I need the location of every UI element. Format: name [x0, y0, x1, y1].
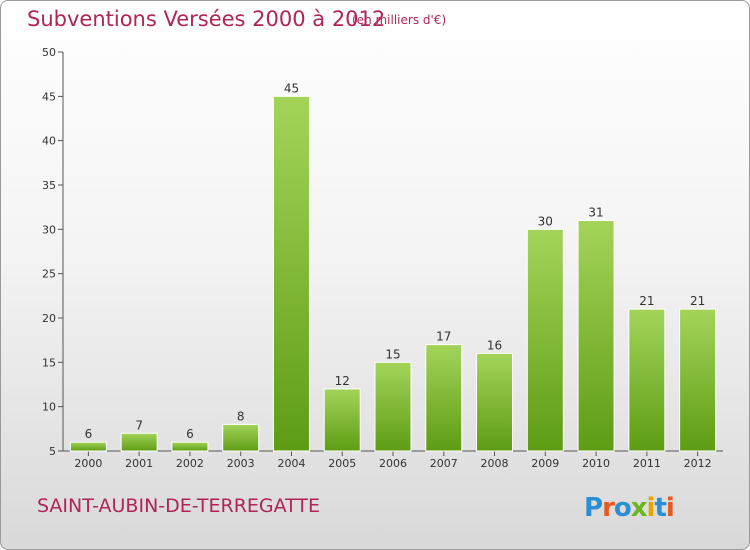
x-tick-label: 2004	[277, 457, 305, 470]
bar-value-label: 12	[335, 374, 350, 388]
bar-value-label: 16	[487, 338, 502, 352]
bar-2010	[577, 219, 615, 452]
x-tick-label: 2003	[227, 457, 255, 470]
x-tick-label: 2008	[481, 457, 509, 470]
x-tick-label: 2012	[684, 457, 712, 470]
y-tick-label: 5	[49, 445, 56, 458]
bar-2006	[374, 361, 412, 452]
y-tick-label: 10	[42, 401, 56, 414]
x-tick-label: 2000	[74, 457, 102, 470]
x-tick-label: 2010	[582, 457, 610, 470]
x-axis: 2000 2001 2002 2003 2004 2005 2006 2007 2008 2009…	[63, 450, 723, 470]
bar-2001	[120, 432, 158, 452]
y-tick-label: 15	[42, 356, 56, 369]
bar-value-label: 21	[639, 294, 654, 308]
bar-2009	[526, 228, 564, 452]
svg-text:Proxiti: Proxiti	[584, 493, 674, 523]
bar-value-label: 30	[538, 214, 553, 228]
bar-value-label: 21	[690, 294, 705, 308]
bar-value-label: 6	[85, 427, 93, 441]
x-tick-label: 2006	[379, 457, 407, 470]
y-tick-label: 25	[42, 268, 56, 281]
bar-2012	[679, 308, 717, 452]
y-tick-label: 20	[42, 312, 56, 325]
bar-2003	[222, 423, 260, 452]
bar-value-label: 15	[385, 347, 400, 361]
chart-title: Subventions Versées 2000 à 2012	[27, 7, 386, 31]
proxiti-logo: Proxiti	[584, 493, 675, 523]
x-tick-label: 2007	[430, 457, 458, 470]
unit-note: (en milliers d'€)	[352, 13, 447, 27]
x-tick-label: 2009	[531, 457, 559, 470]
bar-value-label: 6	[186, 427, 194, 441]
x-tick-label: 2011	[633, 457, 661, 470]
place-name: SAINT-AUBIN-DE-TERREGATTE	[37, 495, 321, 517]
bar-2004	[272, 95, 310, 452]
y-axis: 5 10 15 20 25 30 35 40 45 50	[42, 46, 64, 458]
bar-value-label: 7	[135, 418, 143, 432]
bar-2011	[628, 308, 666, 452]
bar-2000	[69, 441, 107, 452]
y-tick-label: 50	[42, 46, 56, 59]
bar-2008	[476, 352, 514, 452]
x-tick-label: 2002	[176, 457, 204, 470]
bar-2007	[425, 344, 463, 452]
x-tick-label: 2001	[125, 457, 153, 470]
bar-value-label: 8	[237, 409, 245, 423]
y-tick-label: 45	[42, 90, 56, 103]
bar-value-label: 31	[588, 205, 603, 219]
y-tick-label: 40	[42, 135, 56, 148]
y-tick-label: 35	[42, 179, 56, 192]
bar-value-label: 45	[284, 81, 299, 95]
bar-2002	[171, 441, 209, 452]
y-tick-label: 30	[42, 223, 56, 236]
bars: 6 7 6 8 45 12 15 17 16 30 31 21 21	[69, 81, 717, 452]
bar-2005	[323, 388, 361, 452]
bar-value-label: 17	[436, 330, 451, 344]
x-tick-label: 2005	[328, 457, 356, 470]
